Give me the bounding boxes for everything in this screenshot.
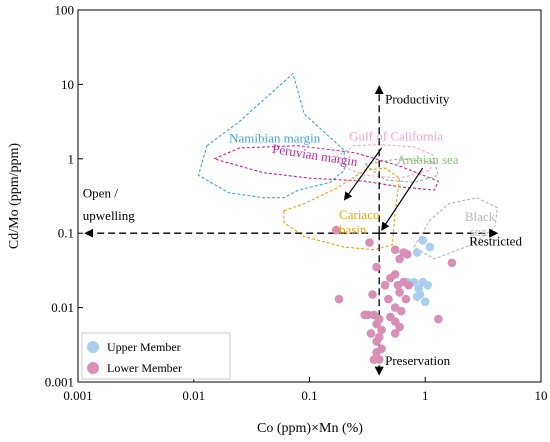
x-axis-title: Co (ppm)×Mn (%) bbox=[257, 421, 363, 436]
point-lower-member bbox=[334, 294, 344, 304]
point-lower-member bbox=[372, 319, 381, 329]
point-upper-member bbox=[425, 242, 435, 252]
region-label-arabian-sea: Arabian sea bbox=[397, 152, 459, 167]
point-lower-member bbox=[384, 294, 393, 304]
annotation-productivity: Productivity bbox=[385, 92, 450, 107]
x-tick-label: 0.1 bbox=[301, 388, 317, 403]
point-lower-member bbox=[404, 280, 414, 290]
point-lower-member bbox=[395, 288, 404, 297]
point-lower-member bbox=[331, 225, 341, 235]
y-axis-title: Cd/Mo (ppm/ppm) bbox=[7, 143, 22, 250]
point-lower-member bbox=[447, 258, 457, 268]
point-lower-member bbox=[380, 280, 390, 290]
region-namibian-margin bbox=[197, 72, 345, 199]
point-lower-member bbox=[372, 262, 381, 272]
point-lower-member bbox=[395, 254, 404, 264]
region-arabian-sea bbox=[363, 158, 440, 184]
point-lower-member bbox=[386, 273, 395, 283]
points-layer bbox=[331, 225, 457, 364]
annotation-upwelling: upwelling bbox=[83, 208, 135, 223]
region-label-namibian-margin: Namibian margin bbox=[229, 131, 321, 146]
region-label-gulf-of-california: Gulf of California bbox=[349, 129, 443, 144]
ticks-layer: 0.001 0.01 0.1 1 10 0.001 0.01 0.1 1 10 100 bbox=[45, 3, 548, 404]
y-tick-label: 100 bbox=[55, 3, 75, 18]
y-tick-label: 0.01 bbox=[51, 300, 74, 315]
point-lower-member bbox=[363, 310, 373, 320]
legend: Upper Member Lower Member bbox=[81, 332, 231, 380]
y-tick-label: 0.1 bbox=[58, 226, 74, 241]
region-label-cariaco-basin: Cariaco basin bbox=[339, 207, 379, 237]
legend-label-lower-member: Lower Member bbox=[107, 361, 182, 375]
point-lower-member bbox=[366, 329, 376, 338]
y-tick-label: 0.001 bbox=[45, 375, 74, 390]
point-lower-member bbox=[368, 290, 377, 299]
point-lower-member bbox=[403, 250, 412, 259]
point-lower-member bbox=[396, 306, 406, 316]
legend-marker-upper-member bbox=[87, 341, 99, 353]
point-lower-member bbox=[434, 314, 443, 324]
point-upper-member bbox=[418, 236, 428, 245]
annotation-preservation: Preservation bbox=[385, 353, 450, 368]
crosshair-layer bbox=[84, 85, 499, 376]
region-peruvian-margin bbox=[212, 145, 440, 191]
legend-label-upper-member: Upper Member bbox=[107, 340, 181, 354]
x-tick-label: 10 bbox=[535, 388, 548, 403]
point-upper-member bbox=[412, 248, 422, 257]
point-upper-member bbox=[423, 280, 433, 290]
point-upper-member bbox=[421, 297, 430, 307]
region-label-black-sea: Black sea bbox=[465, 209, 496, 239]
point-lower-member bbox=[365, 238, 374, 247]
point-lower-member bbox=[401, 294, 411, 304]
arabian-pointer-arrow bbox=[381, 167, 424, 231]
point-lower-member bbox=[374, 355, 384, 364]
region-cariaco-basin bbox=[283, 167, 401, 251]
y-tick-label: 1 bbox=[68, 151, 75, 166]
point-lower-member bbox=[390, 329, 400, 338]
point-lower-member bbox=[377, 325, 386, 335]
annotation-open: Open / bbox=[83, 186, 118, 201]
annotation-restricted: Restricted bbox=[469, 234, 522, 249]
point-upper-member bbox=[412, 292, 422, 302]
point-lower-member bbox=[390, 245, 400, 254]
point-lower-member bbox=[395, 322, 404, 332]
x-tick-label: 0.001 bbox=[63, 388, 92, 403]
plot-frame bbox=[77, 9, 542, 383]
legend-marker-lower-member bbox=[87, 362, 99, 374]
legend-box bbox=[81, 332, 231, 380]
x-tick-label: 0.01 bbox=[182, 388, 205, 403]
y-tick-label: 10 bbox=[61, 77, 74, 92]
region-black-sea bbox=[413, 197, 498, 260]
region-gulf-of-california bbox=[335, 144, 436, 179]
gulf-pointer-arrow bbox=[343, 147, 383, 201]
point-lower-member bbox=[372, 348, 381, 357]
point-lower-member bbox=[393, 280, 403, 290]
regions-layer bbox=[197, 72, 498, 260]
x-tick-label: 1 bbox=[422, 388, 429, 403]
point-lower-member bbox=[372, 337, 381, 346]
